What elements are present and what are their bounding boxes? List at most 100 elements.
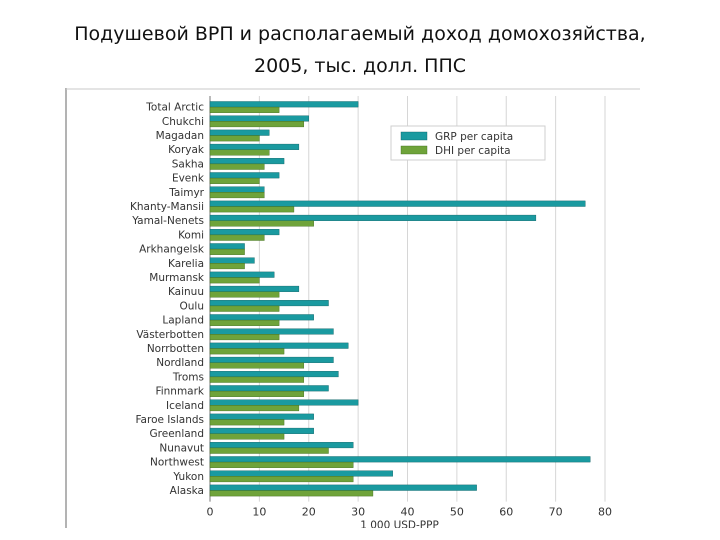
grp-bar xyxy=(209,314,314,321)
dhi-bar xyxy=(209,490,374,497)
dhi-bar xyxy=(209,305,280,312)
dhi-bar xyxy=(209,334,280,341)
grp-bar xyxy=(209,172,280,179)
category-label: Finnmark xyxy=(155,386,204,398)
dhi-bar xyxy=(209,163,265,170)
grp-bar xyxy=(209,229,280,236)
dhi-bar xyxy=(209,106,280,113)
dhi-bar xyxy=(209,263,245,270)
dhi-bar xyxy=(209,476,354,483)
slide-title: Подушевой ВРП и располагаемый доход домо… xyxy=(0,18,720,82)
x-tick-label: 60 xyxy=(499,506,513,519)
dhi-bar xyxy=(209,234,265,241)
chart-container: 0 10 20 30 40 50 60 70 80 1 000 USD-PPP Total Arct… xyxy=(60,88,640,532)
grp-bar xyxy=(209,243,245,250)
category-label: Evenk xyxy=(172,173,205,185)
x-axis-label: 1 000 USD-PPP xyxy=(360,520,439,528)
category-label: Murmansk xyxy=(149,272,205,284)
category-label: Norrbotten xyxy=(147,343,204,355)
grp-bar xyxy=(209,399,359,406)
grp-bar xyxy=(209,214,537,221)
grp-bar xyxy=(209,427,314,434)
legend-dhi-label: DHI per capita xyxy=(435,145,511,157)
grp-bar xyxy=(209,470,393,477)
x-tick-label: 20 xyxy=(302,506,316,519)
x-tick-label: 50 xyxy=(450,506,464,519)
category-label: Khanty-Mansii xyxy=(130,201,204,213)
dhi-bar xyxy=(209,433,285,440)
grp-bar xyxy=(209,186,265,193)
grp-bar xyxy=(209,271,275,278)
grp-bar xyxy=(209,285,300,292)
slide-title-line2: 2005, тыс. долл. ППС xyxy=(254,55,466,77)
grp-bar xyxy=(209,442,354,449)
category-label: Oulu xyxy=(180,300,205,312)
legend-grp-swatch xyxy=(400,131,428,141)
category-label: Koryak xyxy=(168,144,205,156)
dhi-bar xyxy=(209,248,245,255)
dhi-bar xyxy=(209,192,265,199)
grp-bar xyxy=(209,300,329,307)
dhi-bar xyxy=(209,348,285,355)
category-label: Taimyr xyxy=(168,187,204,199)
category-label: Yamal-Nenets xyxy=(131,215,204,227)
grp-bar xyxy=(209,456,591,463)
grp-bar xyxy=(209,484,477,491)
grp-bar xyxy=(209,356,334,363)
grp-bar xyxy=(209,257,255,264)
legend-dhi-swatch xyxy=(400,145,428,155)
dhi-bar xyxy=(209,277,260,284)
dhi-bar xyxy=(209,220,314,227)
dhi-bar xyxy=(209,121,305,128)
x-tick-label: 10 xyxy=(252,506,266,519)
category-label: Chukchi xyxy=(162,116,204,128)
category-label: Sakha xyxy=(172,158,204,170)
slide-title-line1: Подушевой ВРП и располагаемый доход домо… xyxy=(74,23,646,45)
category-label: Nordland xyxy=(156,357,204,369)
category-label: Iceland xyxy=(166,400,204,412)
category-label: Magadan xyxy=(156,130,204,142)
grp-bar xyxy=(209,413,314,420)
grp-bar xyxy=(209,385,329,392)
category-label: Troms xyxy=(172,371,204,383)
x-tick-label: 80 xyxy=(598,506,612,519)
x-tick-label: 30 xyxy=(351,506,365,519)
dhi-bar xyxy=(209,177,260,184)
grp-bar xyxy=(209,200,586,207)
dhi-bar xyxy=(209,461,354,468)
grp-bar xyxy=(209,328,334,335)
dhi-bar xyxy=(209,362,305,369)
legend-grp-label: GRP per capita xyxy=(435,131,513,143)
category-label: Yukon xyxy=(172,471,204,483)
x-tick-label: 0 xyxy=(207,506,214,519)
dhi-bar xyxy=(209,390,305,397)
category-label: Alaska xyxy=(170,485,204,497)
category-label: Greenland xyxy=(150,428,204,440)
grp-bar xyxy=(209,129,270,136)
category-label: Total Arctic xyxy=(145,102,204,114)
grp-bar xyxy=(209,143,300,150)
dhi-bar xyxy=(209,405,300,412)
dhi-bar xyxy=(209,376,305,383)
dhi-bar xyxy=(209,447,329,454)
legend-box xyxy=(390,125,546,161)
dhi-bar xyxy=(209,419,285,426)
dhi-bar xyxy=(209,149,270,156)
grp-bar xyxy=(209,158,285,165)
bar-chart: 0 10 20 30 40 50 60 70 80 1 000 USD-PPP Total Arct… xyxy=(65,88,640,532)
dhi-bar xyxy=(209,206,295,213)
dhi-bar xyxy=(209,319,280,326)
dhi-bar xyxy=(209,291,280,298)
grp-bar xyxy=(209,342,349,349)
category-label: Arkhangelsk xyxy=(139,244,205,256)
grp-bar xyxy=(209,101,359,108)
category-label: Kainuu xyxy=(168,286,204,298)
category-label: Komi xyxy=(178,229,204,241)
category-label: Northwest xyxy=(150,457,204,469)
category-label: Nunavut xyxy=(159,442,204,454)
dhi-bar xyxy=(209,135,260,142)
grp-bar xyxy=(209,115,309,122)
category-label: Västerbotten xyxy=(136,329,204,341)
grp-bar xyxy=(209,371,339,378)
x-tick-label: 70 xyxy=(549,506,563,519)
